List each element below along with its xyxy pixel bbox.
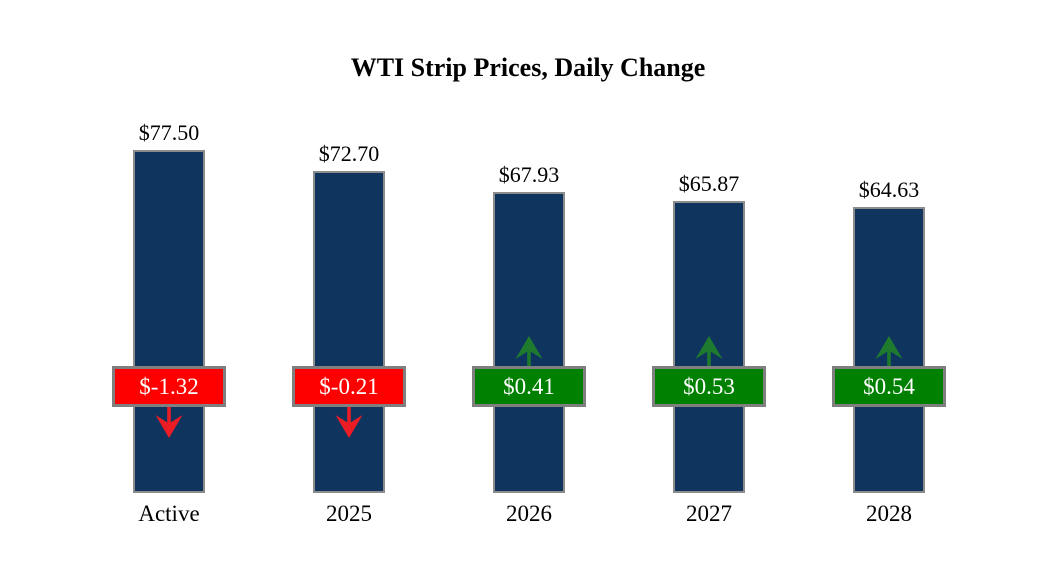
x-axis-label: 2026 [506, 501, 552, 526]
change-badge-positive: $0.53 [652, 366, 766, 407]
bar-value-label: $65.87 [678, 171, 740, 196]
change-arrow-up-icon [695, 336, 723, 366]
x-axis-label: 2028 [866, 501, 912, 526]
price-bar [313, 171, 385, 493]
change-badge-positive: $0.54 [832, 366, 946, 407]
x-axis-label: 2027 [686, 501, 732, 526]
x-axis-label: Active [138, 501, 200, 526]
bar-value-label: $67.93 [498, 162, 560, 187]
change-badge-positive: $0.41 [472, 366, 586, 407]
x-axis-label: 2025 [326, 501, 372, 526]
chart-title: WTI Strip Prices, Daily Change [350, 53, 706, 82]
bar-column: $77.50 $-1.32 Active [79, 0, 259, 576]
change-badge-negative: $-0.21 [292, 366, 406, 407]
bar-column: $72.70 $-0.21 2025 [259, 0, 439, 576]
change-arrow-down-icon [335, 407, 363, 438]
change-arrow-up-icon [875, 336, 903, 366]
bar-value-label: $72.70 [318, 141, 380, 166]
bar-value-label: $64.63 [858, 177, 920, 202]
bar-column: $67.93 $0.41 2026 [439, 0, 619, 576]
change-arrow-down-icon [155, 407, 183, 438]
change-arrow-up-icon [515, 336, 543, 366]
change-badge-negative: $-1.32 [112, 366, 226, 407]
bar-column: $64.63 $0.54 2028 [799, 0, 979, 576]
bar-column: $65.87 $0.53 2027 [619, 0, 799, 576]
price-bar [133, 150, 205, 493]
bar-value-label: $77.50 [138, 120, 200, 145]
